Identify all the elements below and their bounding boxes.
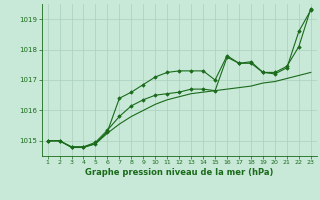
X-axis label: Graphe pression niveau de la mer (hPa): Graphe pression niveau de la mer (hPa): [85, 168, 273, 177]
